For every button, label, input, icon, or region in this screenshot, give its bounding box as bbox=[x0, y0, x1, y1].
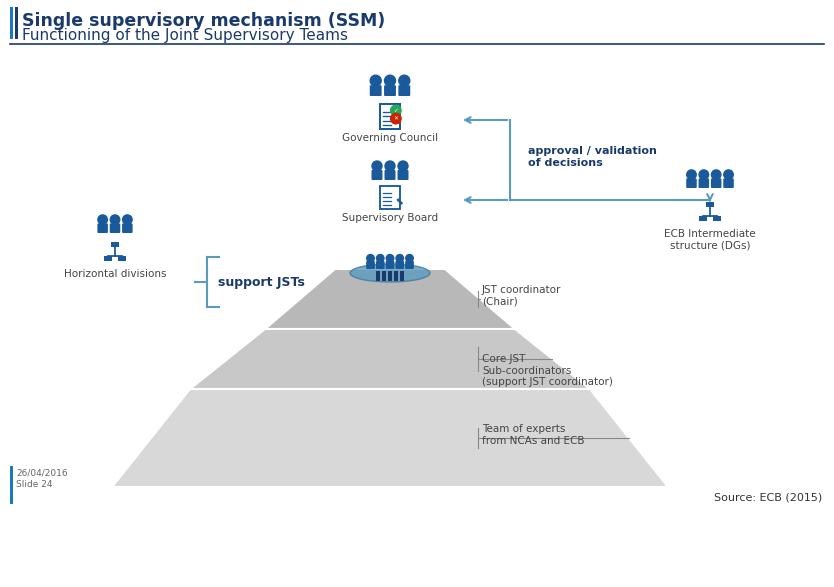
Ellipse shape bbox=[350, 264, 430, 282]
FancyBboxPatch shape bbox=[723, 178, 734, 188]
Circle shape bbox=[406, 255, 414, 262]
FancyBboxPatch shape bbox=[405, 261, 414, 269]
Circle shape bbox=[384, 75, 395, 86]
Circle shape bbox=[686, 170, 696, 180]
Circle shape bbox=[399, 75, 409, 86]
FancyBboxPatch shape bbox=[398, 170, 409, 180]
FancyBboxPatch shape bbox=[380, 185, 399, 209]
Text: Functioning of the Joint Supervisory Teams: Functioning of the Joint Supervisory Tea… bbox=[22, 28, 348, 43]
Circle shape bbox=[396, 255, 404, 262]
Circle shape bbox=[724, 170, 733, 180]
Bar bbox=[706, 202, 714, 207]
Circle shape bbox=[376, 255, 384, 262]
Circle shape bbox=[699, 170, 709, 180]
Bar bbox=[10, 466, 13, 504]
FancyBboxPatch shape bbox=[385, 261, 394, 269]
Text: Source: ECB (2015): Source: ECB (2015) bbox=[714, 492, 822, 502]
FancyBboxPatch shape bbox=[366, 261, 374, 269]
Bar bbox=[712, 215, 721, 221]
FancyBboxPatch shape bbox=[395, 261, 404, 269]
Text: Core JST
Sub-coordinators
(support JST coordinator): Core JST Sub-coordinators (support JST c… bbox=[482, 354, 613, 387]
Circle shape bbox=[372, 161, 382, 171]
FancyBboxPatch shape bbox=[686, 178, 696, 188]
Bar bbox=[10, 7, 13, 39]
Circle shape bbox=[390, 105, 401, 116]
Circle shape bbox=[123, 215, 132, 224]
Text: approval / validation
of decisions: approval / validation of decisions bbox=[528, 146, 657, 168]
Bar bbox=[394, 271, 398, 281]
Circle shape bbox=[711, 170, 721, 180]
Bar bbox=[104, 255, 113, 261]
Polygon shape bbox=[265, 269, 515, 329]
Circle shape bbox=[390, 113, 401, 124]
Text: 26/04/2016: 26/04/2016 bbox=[16, 469, 68, 478]
Text: Single supervisory mechanism (SSM): Single supervisory mechanism (SSM) bbox=[22, 12, 385, 30]
Text: JST coordinator
(Chair): JST coordinator (Chair) bbox=[482, 285, 561, 307]
Circle shape bbox=[370, 75, 381, 86]
FancyBboxPatch shape bbox=[384, 85, 396, 96]
Text: Team of experts
from NCAs and ECB: Team of experts from NCAs and ECB bbox=[482, 424, 585, 446]
Bar bbox=[382, 271, 386, 281]
Bar bbox=[15, 7, 18, 39]
Circle shape bbox=[385, 161, 395, 171]
Text: Supervisory Board: Supervisory Board bbox=[342, 213, 438, 223]
FancyBboxPatch shape bbox=[110, 224, 120, 233]
FancyBboxPatch shape bbox=[384, 170, 395, 180]
Polygon shape bbox=[112, 389, 668, 487]
Text: ✓: ✓ bbox=[394, 108, 399, 113]
Text: Slide 24: Slide 24 bbox=[16, 480, 53, 489]
Circle shape bbox=[110, 215, 120, 224]
Circle shape bbox=[398, 161, 408, 171]
Bar bbox=[111, 242, 119, 247]
Text: Governing Council: Governing Council bbox=[342, 133, 438, 143]
FancyBboxPatch shape bbox=[711, 178, 721, 188]
Circle shape bbox=[386, 255, 394, 262]
Circle shape bbox=[367, 255, 374, 262]
Bar bbox=[699, 215, 707, 221]
Polygon shape bbox=[190, 329, 590, 389]
Bar bbox=[118, 255, 126, 261]
FancyBboxPatch shape bbox=[371, 170, 383, 180]
FancyBboxPatch shape bbox=[369, 85, 382, 96]
Bar bbox=[376, 271, 380, 281]
Bar bbox=[388, 271, 392, 281]
FancyBboxPatch shape bbox=[98, 224, 108, 233]
Text: ECB Intermediate
structure (DGs): ECB Intermediate structure (DGs) bbox=[664, 229, 756, 251]
Text: Horizontal divisions: Horizontal divisions bbox=[63, 269, 166, 279]
Text: ✕: ✕ bbox=[394, 116, 399, 121]
FancyBboxPatch shape bbox=[122, 224, 133, 233]
Bar bbox=[400, 271, 404, 281]
FancyBboxPatch shape bbox=[399, 85, 410, 96]
FancyBboxPatch shape bbox=[379, 104, 400, 129]
FancyBboxPatch shape bbox=[376, 261, 384, 269]
Circle shape bbox=[98, 215, 108, 224]
Text: support JSTs: support JSTs bbox=[218, 275, 305, 288]
FancyBboxPatch shape bbox=[699, 178, 709, 188]
